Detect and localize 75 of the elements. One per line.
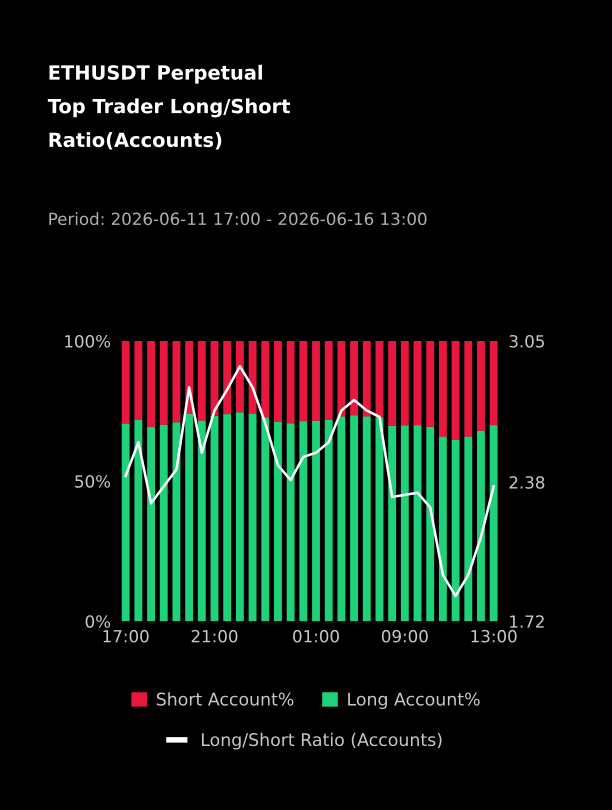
- x-tick-label: 13:00: [471, 630, 517, 643]
- bar: [376, 341, 384, 418]
- bar: [312, 420, 320, 622]
- bar: [464, 341, 472, 437]
- y-tick-label: 100%: [65, 334, 110, 348]
- line-series: [124, 365, 495, 598]
- chart-title: ETHUSDT Perpetual Top Trader Long/Short Ratio(Accounts): [48, 64, 290, 150]
- bar: [337, 341, 346, 416]
- bar: [198, 341, 206, 421]
- chart-subtitle: Period: 2026-06-11 17:00 - 2026-06-16 13:00: [49, 212, 426, 226]
- legend-label: Long Account%: [348, 692, 480, 710]
- bar: [172, 341, 180, 422]
- bar: [299, 421, 308, 622]
- legend-label: Short Account%: [156, 692, 294, 706]
- y2-tick-label: 2.38: [510, 476, 544, 489]
- bar: [388, 341, 396, 426]
- bar: [134, 341, 142, 420]
- bar: [490, 341, 498, 426]
- bar: [400, 341, 409, 426]
- bar: [452, 440, 460, 622]
- bar: [122, 424, 130, 622]
- bar: [274, 341, 282, 422]
- y2-tick-label: 1.72: [510, 615, 544, 628]
- bar: [400, 425, 409, 622]
- bar: [426, 341, 434, 427]
- bar: [362, 341, 371, 416]
- bar: [414, 425, 422, 622]
- bar: [185, 414, 194, 622]
- x-tick-label: 17:00: [104, 630, 149, 643]
- x-tick-label: 09:00: [382, 630, 428, 643]
- bar: [274, 422, 282, 622]
- bar: [160, 341, 168, 425]
- bar: [477, 430, 485, 622]
- bar: [210, 341, 218, 416]
- bar: [236, 341, 244, 412]
- bar: [426, 426, 434, 622]
- bar: [464, 436, 472, 622]
- bar: [477, 341, 485, 431]
- bar: [388, 426, 396, 622]
- x-tick-label: 21:00: [192, 630, 238, 643]
- bar: [223, 414, 232, 622]
- legend-label: Long/Short Ratio (Accounts): [202, 732, 442, 750]
- bar: [452, 341, 460, 440]
- bar: [147, 426, 155, 622]
- bar: [376, 417, 384, 622]
- bar: [324, 341, 333, 420]
- bar: [438, 436, 447, 622]
- bar: [261, 417, 270, 622]
- bar: [337, 416, 346, 622]
- bar: [147, 341, 155, 427]
- x-tick-label: 01:00: [293, 630, 339, 643]
- bar: [248, 341, 257, 414]
- bar: [324, 420, 333, 622]
- y-tick-label: 50%: [75, 475, 110, 488]
- bar: [438, 341, 447, 437]
- bar: [122, 341, 130, 424]
- bar: [286, 341, 295, 424]
- bar: [261, 341, 270, 418]
- bar: [350, 415, 358, 622]
- bar: [236, 412, 244, 622]
- bar: [134, 420, 142, 622]
- bar: [286, 423, 295, 622]
- bar: [362, 416, 371, 622]
- y2-tick-label: 3.05: [510, 334, 544, 348]
- bar: [414, 341, 422, 426]
- bar: [299, 341, 308, 422]
- bar: [248, 414, 257, 622]
- bar: [210, 416, 218, 622]
- bar: [172, 422, 180, 622]
- bar: [312, 341, 320, 421]
- bar: [490, 425, 498, 622]
- bar: [350, 341, 358, 416]
- y-tick-label: 0%: [86, 615, 110, 628]
- bar: [160, 424, 168, 622]
- bar: [198, 420, 206, 622]
